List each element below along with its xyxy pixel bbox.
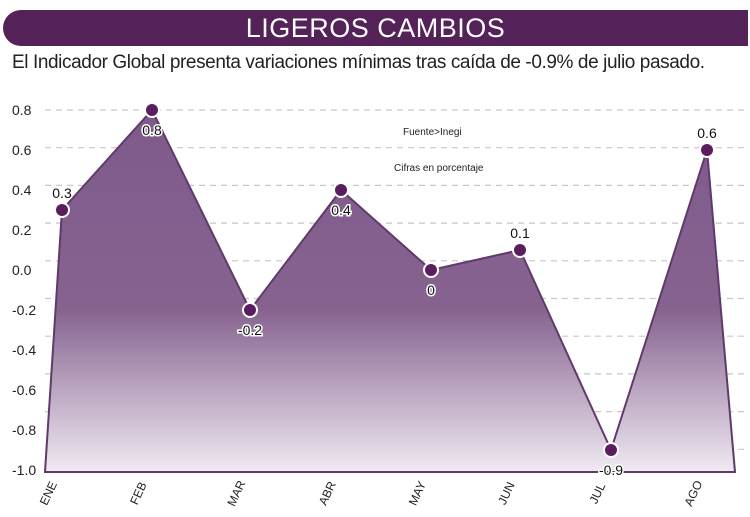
data-point xyxy=(699,142,715,158)
data-point xyxy=(423,262,439,278)
area-series xyxy=(43,108,737,473)
y-tick-label: 0.6 xyxy=(12,142,32,158)
source-note: Fuente>Inegi xyxy=(403,127,462,138)
x-tick-label: JUL xyxy=(587,480,609,506)
data-point xyxy=(603,442,619,458)
data-point xyxy=(512,242,528,258)
data-point xyxy=(54,202,70,218)
y-tick-label: -0.4 xyxy=(12,342,36,358)
y-tick-label: -0.2 xyxy=(12,302,36,318)
x-tick-label: FEB xyxy=(127,480,150,507)
x-tick-label: MAY xyxy=(406,479,429,508)
x-tick-label: ABR xyxy=(316,479,339,508)
data-label: -0.9 xyxy=(599,462,623,478)
y-tick-label: -0.6 xyxy=(12,382,36,398)
x-tick-label: MAR xyxy=(224,478,248,508)
data-label: -0.2 xyxy=(238,322,262,338)
data-point xyxy=(333,182,349,198)
y-tick-label: 0.4 xyxy=(12,182,32,198)
data-label: 0.6 xyxy=(697,125,717,141)
data-label: 0.4 xyxy=(331,202,351,218)
x-tick-label: JUN xyxy=(495,480,518,507)
data-label: 0.8 xyxy=(142,122,162,138)
data-label: 0.1 xyxy=(510,225,530,241)
y-tick-label: -1.0 xyxy=(12,462,36,478)
y-tick-label: 0.2 xyxy=(12,222,32,238)
data-point xyxy=(144,102,160,118)
chart-subtitle: El Indicador Global presenta variaciones… xyxy=(12,52,705,73)
data-label: 0 xyxy=(427,282,435,298)
data-point xyxy=(242,302,258,318)
x-tick-label: ENE xyxy=(37,479,60,507)
data-label: 0.3 xyxy=(52,185,72,201)
x-tick-label: AGO xyxy=(681,478,705,508)
y-tick-label: 0.8 xyxy=(12,102,32,118)
y-tick-label: -0.8 xyxy=(12,422,36,438)
y-tick-label: 0.0 xyxy=(12,262,32,278)
units-note: Cifras en porcentaje xyxy=(394,163,484,174)
chart-title-banner: LIGEROS CAMBIOS xyxy=(3,10,748,46)
